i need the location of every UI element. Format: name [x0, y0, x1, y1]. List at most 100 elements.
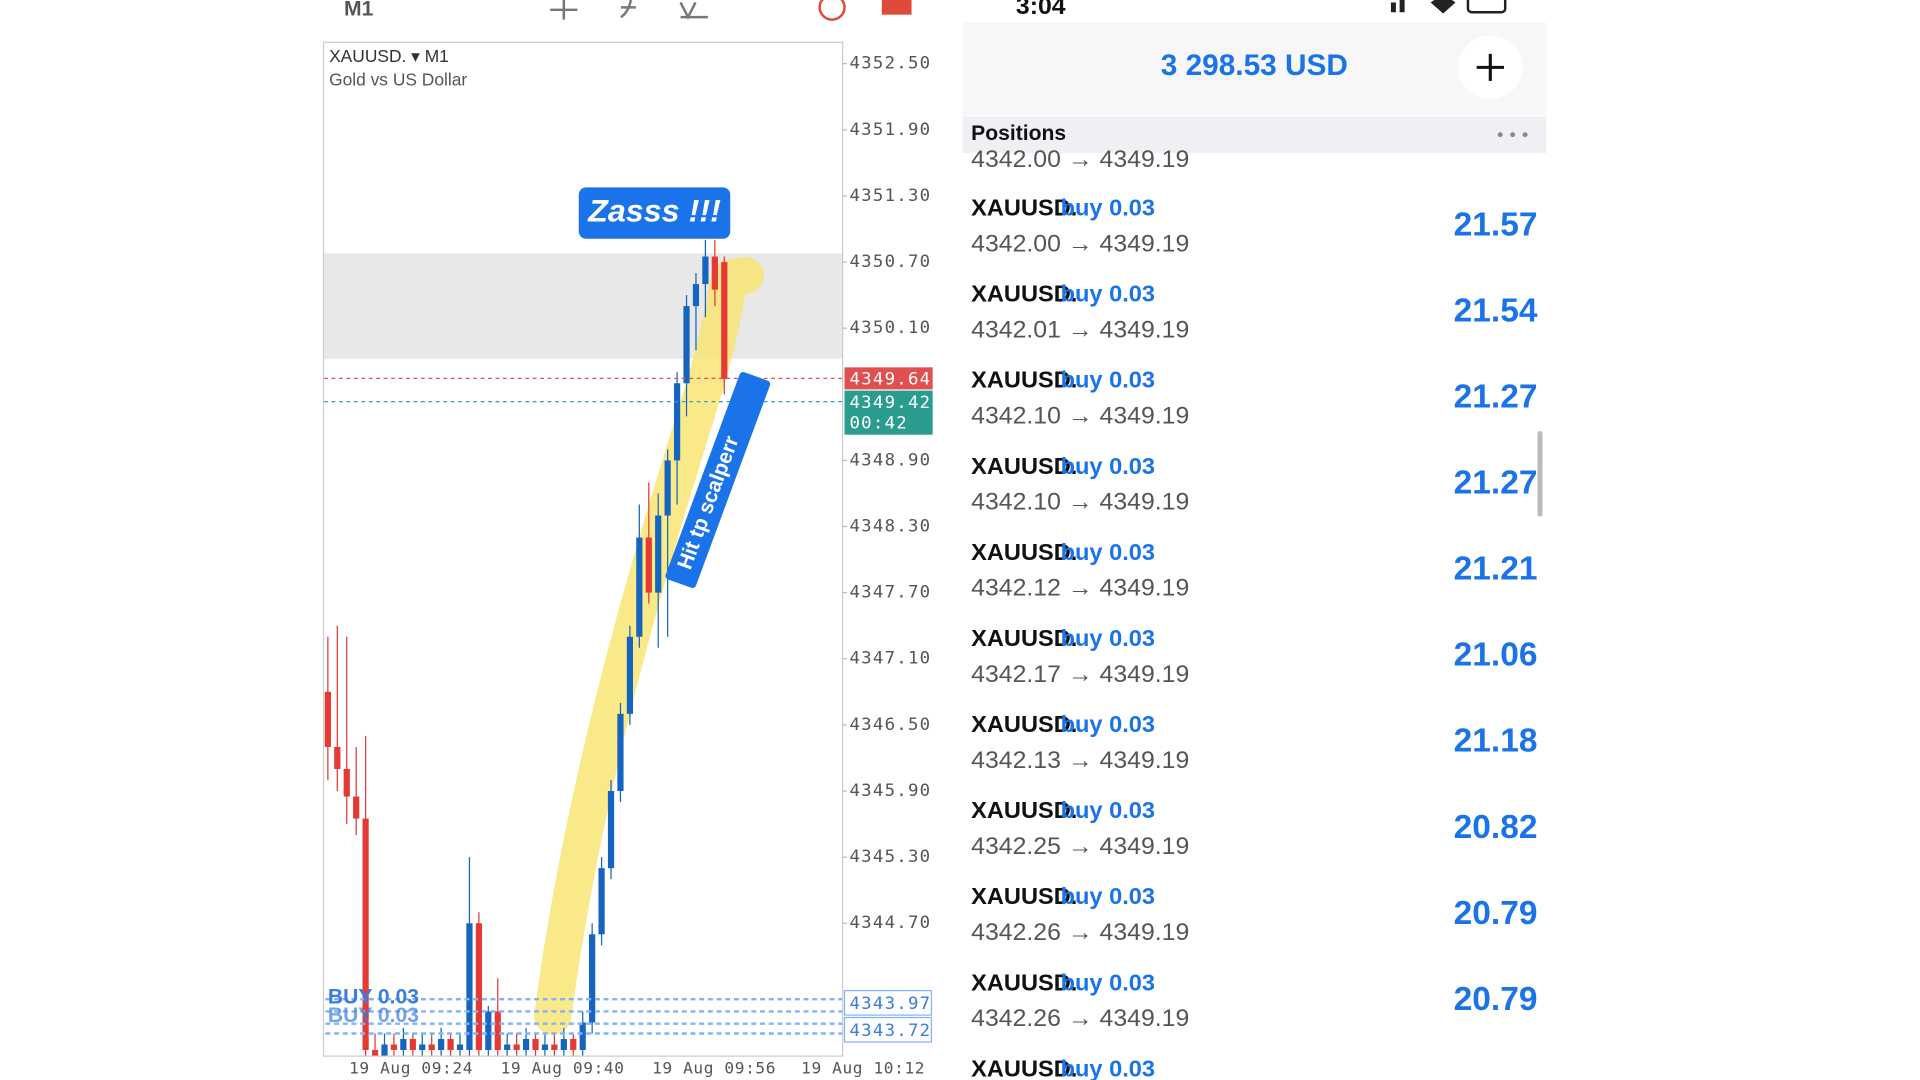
position-side[interactable]: buy 0.03 [1061, 195, 1155, 221]
clock: 3:04 [1016, 0, 1066, 20]
balance: 3 298.53 USD [1161, 49, 1348, 82]
position-prices[interactable]: 4342.26 → 4349.19 [971, 919, 1189, 946]
add-icon[interactable] [1476, 53, 1504, 81]
position-side[interactable]: buy 0.03 [1061, 453, 1155, 479]
objects-icon[interactable] [679, 1, 708, 20]
trade-icon[interactable] [818, 0, 846, 21]
position-profit[interactable]: 21.27 [1454, 379, 1538, 416]
highlight [534, 257, 764, 1035]
position-symbol[interactable]: XAUUSD. [971, 281, 1077, 307]
annotation: Zasss !!! [587, 193, 721, 229]
position-profit[interactable]: 21.21 [1454, 551, 1538, 588]
position-prices[interactable]: 4342.01 → 4349.19 [971, 317, 1189, 344]
candle-body [692, 284, 700, 307]
candle-body [560, 1038, 567, 1050]
position-profit[interactable]: 21.57 [1454, 206, 1538, 243]
price-tick-label: 4352.50 [849, 54, 931, 74]
candle-body [362, 818, 369, 1050]
position-prices[interactable]: 4342.00 → 4349.19 [971, 231, 1189, 258]
position-profit[interactable]: 21.27 [1454, 465, 1538, 502]
partial-row: 4342.00 → 4349.19 [971, 146, 1189, 173]
section-header [962, 116, 1547, 154]
candle-body [409, 1038, 416, 1050]
position-profit[interactable]: 21.54 [1454, 293, 1538, 330]
position-side[interactable]: buy 0.03 [1061, 883, 1155, 909]
position-prices[interactable]: 4342.13 → 4349.19 [971, 747, 1189, 774]
time-label: 19 Aug 10:12 [801, 1059, 925, 1078]
candle-body [334, 746, 341, 769]
candle-body [324, 691, 331, 747]
position-profit[interactable]: 20.79 [1454, 895, 1538, 932]
candle-body [456, 1044, 464, 1050]
position-side[interactable]: buy 0.03 [1061, 625, 1155, 651]
position-symbol[interactable]: XAUUSD. [971, 1055, 1077, 1080]
indicator-icon[interactable] [620, 0, 636, 19]
position-symbol[interactable]: XAUUSD. [971, 453, 1077, 479]
timeframe[interactable]: M1 [344, 0, 374, 20]
position-side[interactable]: buy 0.03 [1061, 367, 1155, 393]
time-label: 19 Aug 09:40 [501, 1059, 625, 1078]
position-prices: 4342.00 → 4349.19 [971, 146, 1189, 173]
position-side[interactable]: buy 0.03 [1061, 539, 1155, 565]
position-symbol[interactable]: XAUUSD. [971, 883, 1077, 909]
position-profit[interactable]: 20.82 [1454, 809, 1538, 846]
candle-body [513, 1044, 520, 1050]
position-profit[interactable]: 21.18 [1454, 723, 1538, 760]
candle-body [551, 1044, 558, 1050]
price-tick-label: 4347.70 [849, 583, 931, 603]
candle-body [419, 1044, 426, 1050]
position-prices[interactable]: 4342.25 → 4349.19 [971, 833, 1189, 860]
time-axis: 19 Aug 09:24 19 Aug 09:40 19 Aug 09:56 19 A… [349, 1059, 925, 1078]
candle-body [494, 1011, 501, 1050]
order-label: BUY 0.03 [328, 1004, 419, 1027]
candle-body [466, 923, 473, 1050]
candle-body [673, 383, 681, 461]
candle-body [541, 1044, 549, 1050]
position-side[interactable]: buy 0.03 [1061, 969, 1155, 995]
position-prices[interactable]: 4342.10 → 4349.19 [971, 403, 1189, 430]
price-tick-label: 4347.10 [849, 649, 931, 669]
header [962, 22, 1547, 116]
candle-body [532, 1038, 539, 1050]
candle-body [711, 256, 718, 290]
candle-body [475, 923, 482, 1050]
position-prices[interactable]: 4342.17 → 4349.19 [971, 661, 1189, 688]
order-tag [843, 990, 933, 1016]
position-symbol[interactable]: XAUUSD. [971, 625, 1077, 651]
toolbar-icons[interactable] [550, 0, 912, 21]
crosshair-icon[interactable] [550, 0, 578, 20]
position-side[interactable]: buy 0.03 [1061, 797, 1155, 823]
position-prices[interactable]: 4342.26 → 4349.19 [971, 1005, 1189, 1032]
time-label: 19 Aug 09:24 [349, 1059, 473, 1078]
position-prices[interactable]: 4342.12 → 4349.19 [971, 575, 1189, 602]
status-icons [1390, 0, 1507, 14]
price-tick-label: 4351.30 [849, 186, 931, 206]
position-side[interactable]: buy 0.03 [1061, 711, 1155, 737]
price-tick-label: 4345.30 [849, 847, 931, 867]
order-tag [843, 1016, 933, 1043]
candle-body [400, 1038, 407, 1050]
candle-body [343, 768, 350, 797]
position-side[interactable]: buy 0.03 [1061, 1055, 1155, 1080]
candle-body [664, 460, 671, 516]
price-tick-label: 4344.70 [849, 913, 931, 933]
position-side[interactable]: buy 0.03 [1061, 281, 1155, 307]
position-symbol[interactable]: XAUUSD. [971, 539, 1077, 565]
position-symbol[interactable]: XAUUSD. [971, 797, 1077, 823]
candle-body [428, 1044, 435, 1050]
position-symbol[interactable]: XAUUSD. [971, 711, 1077, 737]
chat-icon[interactable] [881, 0, 912, 15]
symbol[interactable]: XAUUSD. ▾ M1 [329, 46, 449, 66]
position-prices[interactable]: 4342.10 → 4349.19 [971, 489, 1189, 516]
position-profit[interactable]: 21.06 [1454, 637, 1538, 674]
more-button[interactable] [1497, 132, 1528, 138]
position-symbol[interactable]: XAUUSD. [971, 367, 1077, 393]
position-profit[interactable]: 20.79 [1454, 981, 1538, 1018]
price-tick-label: 4348.90 [849, 450, 931, 470]
symbol-description: Gold vs US Dollar [329, 69, 467, 89]
bid-tag [844, 367, 933, 390]
position-symbol[interactable]: XAUUSD. [971, 195, 1077, 221]
position-symbol[interactable]: XAUUSD. [971, 969, 1077, 995]
